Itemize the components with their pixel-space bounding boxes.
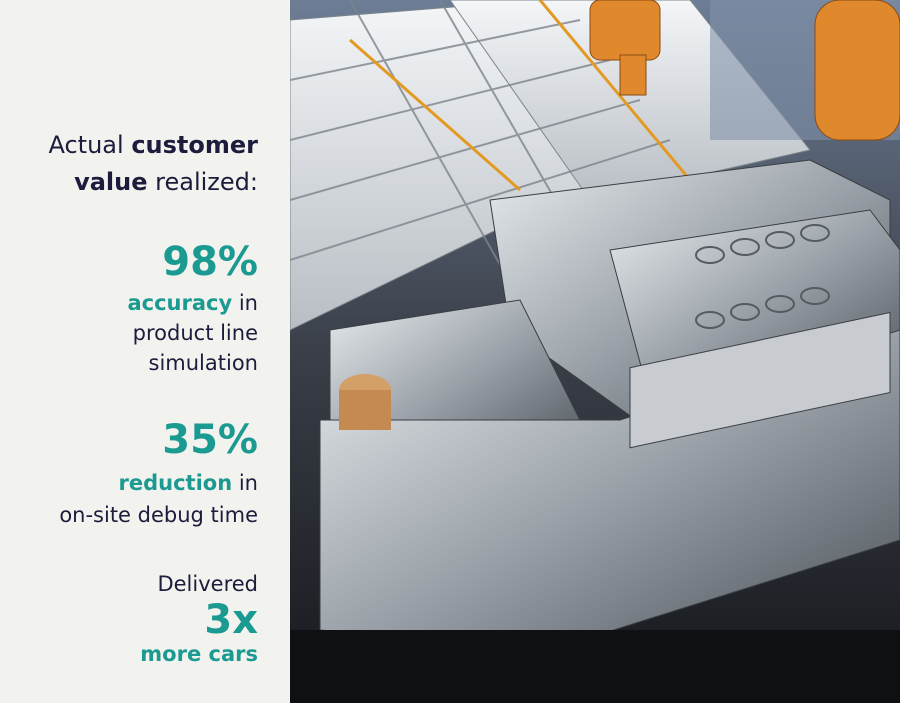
heading-word: realized: [155, 168, 258, 196]
heading-emphasis: customer [131, 131, 258, 159]
stat-emphasis: reduction [118, 471, 233, 495]
stat-text: in [238, 471, 258, 495]
stat-value: 98% [162, 239, 258, 285]
heading-word: Actual [48, 131, 124, 159]
stat-value: 35% [162, 417, 258, 463]
heading-line: value realized: [74, 170, 258, 194]
stat-text: simulation [148, 351, 258, 375]
stat-emphasis: more cars [140, 642, 258, 666]
stat-value: 3x [204, 597, 258, 643]
stat-text: product line [132, 321, 258, 345]
heading-line: Actual customer [48, 133, 258, 157]
heading-emphasis: value [74, 168, 148, 196]
stat-line: reduction in [119, 473, 259, 494]
stat-text: Delivered [157, 572, 258, 596]
stat-text: in [238, 291, 258, 315]
stat-text: on-site debug time [59, 503, 258, 527]
stat-line: accuracy in [127, 293, 258, 314]
stat-emphasis: accuracy [127, 291, 233, 315]
photo [290, 0, 900, 703]
